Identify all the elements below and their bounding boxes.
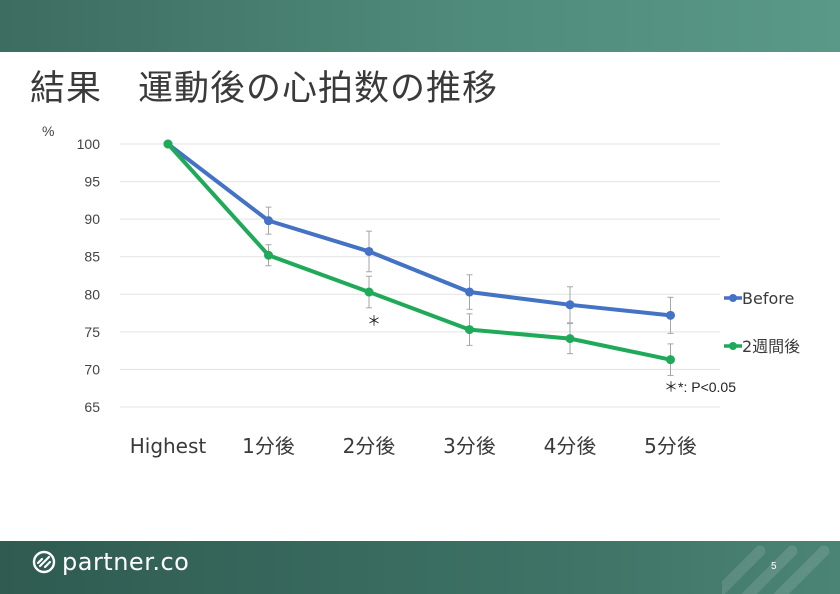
series-line-0 xyxy=(166,142,671,318)
series-line-1 xyxy=(166,142,671,362)
data-point xyxy=(264,250,273,260)
line-chart: 100 95 90 85 80 75 70 65% Highest 1分後 2分後 3分後 4分後 5分後… xyxy=(42,123,800,458)
y-tick-label: 90 xyxy=(84,211,100,227)
y-axis-label: % xyxy=(42,123,54,139)
x-category-label: 5分後 xyxy=(644,434,697,458)
y-tick-label: 75 xyxy=(84,324,100,340)
x-category-label: 4分後 xyxy=(544,434,597,458)
brand-logo: partner.co xyxy=(32,548,189,576)
y-tick-label: 80 xyxy=(84,286,100,302)
data-point xyxy=(364,246,374,256)
watermark-icon xyxy=(722,545,830,594)
data-point xyxy=(364,287,374,297)
data-point xyxy=(565,300,575,310)
data-point xyxy=(565,334,575,344)
header-band xyxy=(0,0,840,52)
legend-swatch-marker xyxy=(729,342,737,350)
x-category-label: 2分後 xyxy=(343,434,396,458)
brand-name: partner.co xyxy=(62,548,190,576)
data-point xyxy=(264,216,273,226)
slide-title: 結果 運動後の心拍数の推移 xyxy=(30,69,499,109)
page-number: 5 xyxy=(771,561,777,572)
data-point xyxy=(666,310,675,320)
legend-swatch-marker xyxy=(729,294,737,302)
x-category-label: 1分後 xyxy=(242,434,295,458)
y-tick-label: 65 xyxy=(84,399,100,415)
data-point xyxy=(163,139,173,149)
y-tick-label: 85 xyxy=(84,249,100,265)
data-point xyxy=(465,287,474,297)
legend-label: 2週間後 xyxy=(742,337,800,356)
data-point xyxy=(666,355,675,365)
footnote: ＊*: P<0.05 xyxy=(664,379,736,395)
x-category-label: Highest xyxy=(130,434,207,458)
x-category-label: 3分後 xyxy=(443,434,496,458)
data-point xyxy=(465,325,474,335)
y-tick-label: 70 xyxy=(84,361,100,377)
y-tick-label: 95 xyxy=(84,174,100,190)
footer-band xyxy=(0,541,840,594)
significance-marker: ＊ xyxy=(367,313,381,329)
legend-label: Before xyxy=(742,289,794,308)
y-tick-label: 100 xyxy=(77,136,101,152)
partner-logo-icon xyxy=(32,550,56,574)
